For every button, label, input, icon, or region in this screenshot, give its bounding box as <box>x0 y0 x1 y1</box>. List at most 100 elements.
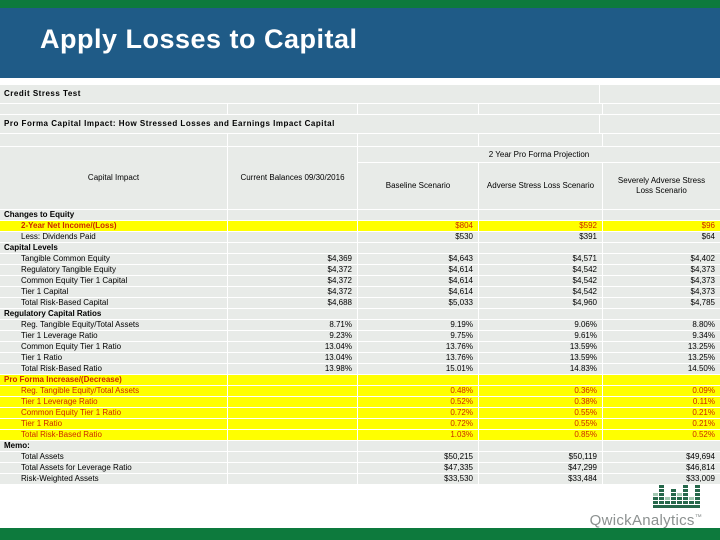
row-value: $4,542 <box>479 287 602 297</box>
spacer-row <box>0 104 720 114</box>
row-value: 0.55% <box>479 419 602 429</box>
row-value: $50,119 <box>479 452 602 462</box>
table-row: Tangible Common Equity $4,369 $4,643 $4,571… <box>0 254 720 264</box>
table-row: Tier 1 Ratio 0.72% 0.55% 0.21% <box>0 419 720 429</box>
row-value: $4,785 <box>603 298 720 308</box>
row-value: 0.52% <box>358 397 478 407</box>
row-value: 0.38% <box>479 397 602 407</box>
row-value: 9.34% <box>603 331 720 341</box>
row-value: $4,688 <box>228 298 357 308</box>
row-value: $49,694 <box>603 452 720 462</box>
row-value: $33,009 <box>603 474 720 484</box>
row-value <box>228 419 357 429</box>
col-header-projection: 2 Year Pro Forma Projection <box>358 147 720 162</box>
table-row: Total Risk-Based Ratio 1.03% 0.85% 0.52% <box>0 430 720 440</box>
row-value: $4,614 <box>358 265 478 275</box>
table-row: Reg. Tangible Equity/Total Assets 0.48% 0.… <box>0 386 720 396</box>
row-value: 13.59% <box>479 342 602 352</box>
row-value: 8.80% <box>603 320 720 330</box>
row-value <box>228 463 357 473</box>
row-label: Pro Forma Increase/(Decrease) <box>0 375 227 385</box>
row-value: $96 <box>603 221 720 231</box>
slide-title: Apply Losses to Capital <box>40 24 358 54</box>
table-row: Total Assets for Leverage Ratio $47,335 $4… <box>0 463 720 473</box>
row-value: $804 <box>358 221 478 231</box>
row-label: Tier 1 Ratio <box>0 353 227 363</box>
row-value <box>228 243 357 253</box>
equalizer-bars-icon <box>653 485 700 504</box>
section-row: Capital Levels <box>0 243 720 253</box>
row-label: Memo: <box>0 441 227 451</box>
row-label: Tier 1 Capital <box>0 287 227 297</box>
col-header-capital-impact: Capital Impact <box>0 147 227 209</box>
row-value <box>603 441 720 451</box>
row-value: $4,402 <box>603 254 720 264</box>
table-pretitle-row: Credit Stress Test <box>0 85 720 103</box>
row-label: Capital Levels <box>0 243 227 253</box>
table-row: 2-Year Net Income/(Loss) $804 $592 $96 <box>0 221 720 231</box>
row-label: Common Equity Tier 1 Ratio <box>0 408 227 418</box>
row-label: Risk-Weighted Assets <box>0 474 227 484</box>
row-value: $4,373 <box>603 265 720 275</box>
spacer-cell <box>600 85 720 103</box>
row-value <box>479 210 602 220</box>
col-header-adverse-scenario: Adverse Stress Loss Scenario <box>479 163 602 209</box>
table-pretitle: Credit Stress Test <box>0 85 599 103</box>
row-value: 1.03% <box>358 430 478 440</box>
row-value: 0.36% <box>479 386 602 396</box>
row-value: 13.04% <box>228 342 357 352</box>
row-value: $64 <box>603 232 720 242</box>
row-value <box>358 210 478 220</box>
row-value: $4,372 <box>228 287 357 297</box>
row-value: 14.83% <box>479 364 602 374</box>
capital-impact-table: Credit Stress Test Pro Forma Capital Imp… <box>0 85 720 485</box>
row-label: Tier 1 Leverage Ratio <box>0 397 227 407</box>
row-value: 0.72% <box>358 419 478 429</box>
row-value: 0.11% <box>603 397 720 407</box>
equalizer-base-bar <box>653 505 700 508</box>
row-value: 13.76% <box>358 342 478 352</box>
row-value: 9.19% <box>358 320 478 330</box>
row-value <box>358 309 478 319</box>
row-value <box>603 210 720 220</box>
row-value: 14.50% <box>603 364 720 374</box>
row-value: $4,373 <box>603 287 720 297</box>
row-value: 0.55% <box>479 408 602 418</box>
row-value: $4,373 <box>603 276 720 286</box>
row-value: $4,542 <box>479 276 602 286</box>
row-value: $4,542 <box>479 265 602 275</box>
row-value: $4,960 <box>479 298 602 308</box>
row-value: $47,299 <box>479 463 602 473</box>
row-value <box>228 375 357 385</box>
bottom-accent-bar <box>0 528 720 540</box>
table-row: Total Risk-Based Capital $4,688 $5,033 $4,9… <box>0 298 720 308</box>
row-value <box>228 397 357 407</box>
section-row: Changes to Equity <box>0 210 720 220</box>
row-label: Common Equity Tier 1 Ratio <box>0 342 227 352</box>
logo: QwickAnalytics™ <box>590 485 702 528</box>
row-value: 9.23% <box>228 331 357 341</box>
row-label: Regulatory Capital Ratios <box>0 309 227 319</box>
table-row: Regulatory Tangible Equity $4,372 $4,614 $4… <box>0 265 720 275</box>
row-value: 8.71% <box>228 320 357 330</box>
section-row: Pro Forma Increase/(Decrease) <box>0 375 720 385</box>
row-value: 13.04% <box>228 353 357 363</box>
trademark-symbol: ™ <box>694 514 702 521</box>
row-value: $4,614 <box>358 287 478 297</box>
table-row: Tier 1 Ratio 13.04% 13.76% 13.59% 13.25% <box>0 353 720 363</box>
row-value: $592 <box>479 221 602 231</box>
row-value <box>228 474 357 484</box>
row-value: 13.98% <box>228 364 357 374</box>
table-row: Tier 1 Leverage Ratio 0.52% 0.38% 0.11% <box>0 397 720 407</box>
row-value: 13.25% <box>603 342 720 352</box>
row-value: $5,033 <box>358 298 478 308</box>
row-label: Total Assets <box>0 452 227 462</box>
logo-wordmark: QwickAnalytics <box>589 512 695 529</box>
spacer-cell <box>600 115 720 133</box>
row-value: $4,369 <box>228 254 357 264</box>
section-row: Memo: <box>0 441 720 451</box>
row-value: 0.72% <box>358 408 478 418</box>
table-row: Common Equity Tier 1 Ratio 13.04% 13.76% 13… <box>0 342 720 352</box>
table-row: Common Equity Tier 1 Capital $4,372 $4,614… <box>0 276 720 286</box>
